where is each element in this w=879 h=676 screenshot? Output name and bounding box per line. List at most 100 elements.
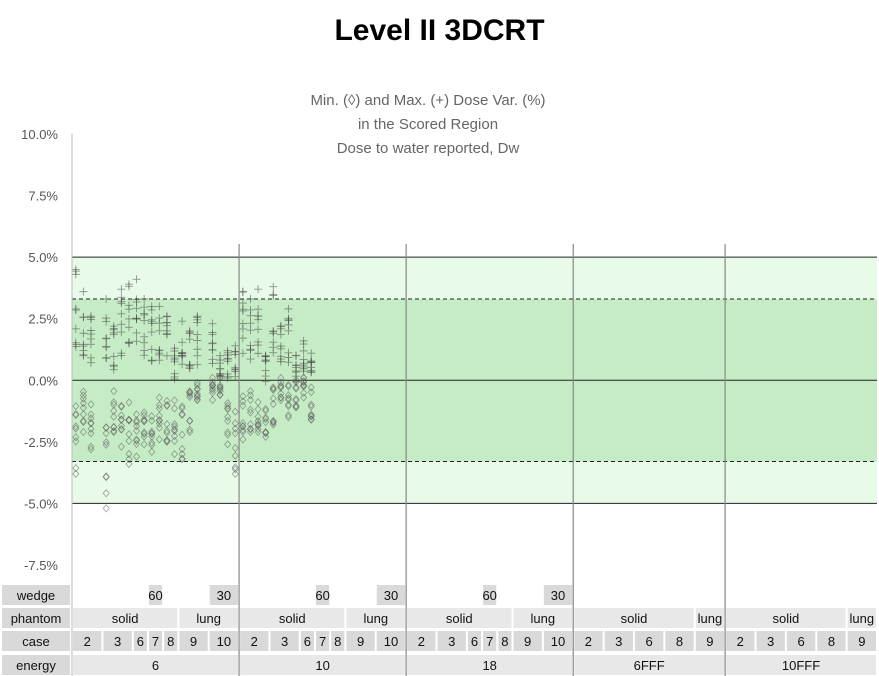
max-marker (102, 342, 111, 351)
max-marker (284, 348, 293, 357)
max-marker (124, 301, 133, 310)
phantom-label: solid (112, 611, 139, 626)
min-marker (246, 425, 254, 434)
wedge-cell (316, 585, 330, 605)
max-marker (193, 351, 202, 360)
row-label: phantom (11, 611, 62, 626)
y-tick-label: -2.5% (24, 435, 58, 450)
max-marker (109, 352, 118, 361)
case-cell (483, 631, 497, 651)
min-marker (140, 432, 148, 441)
max-marker (246, 295, 255, 304)
case-label: 6 (797, 634, 804, 649)
wedge-label: 30 (217, 588, 231, 603)
min-marker (133, 418, 141, 427)
case-cell (634, 631, 664, 651)
min-marker (110, 412, 118, 421)
min-marker (87, 410, 95, 419)
max-marker (147, 345, 156, 354)
min-marker (87, 400, 95, 409)
max-marker (155, 349, 164, 358)
max-marker (292, 361, 301, 370)
min-marker (284, 411, 292, 420)
case-cell (148, 631, 163, 651)
max-marker (102, 295, 111, 304)
case-cell (437, 631, 466, 651)
max-marker (193, 318, 202, 327)
phantom-cell (847, 608, 876, 628)
phantom-label: solid (279, 611, 306, 626)
min-marker (269, 417, 277, 426)
min-marker (140, 440, 148, 449)
max-marker (208, 319, 217, 328)
min-marker (239, 392, 247, 401)
min-marker (133, 452, 141, 461)
min-marker (284, 380, 292, 389)
min-marker (208, 384, 217, 393)
case-cell (817, 631, 846, 651)
min-marker (193, 381, 201, 390)
min-marker (87, 442, 95, 451)
case-label: 9 (858, 634, 865, 649)
energy-separators (71, 134, 726, 676)
max-marker (284, 326, 293, 335)
min-marker (125, 398, 133, 407)
min-marker (148, 432, 156, 441)
min-marker (72, 463, 80, 473)
max-marker (124, 323, 133, 332)
case-label: 2 (251, 634, 258, 649)
min-marker (292, 384, 300, 393)
max-marker (185, 328, 194, 337)
max-marker (162, 351, 171, 360)
min-marker (110, 400, 118, 409)
max-marker (178, 338, 187, 347)
max-marker (117, 328, 126, 337)
min-marker (239, 401, 247, 410)
chart-title-line: Dose to water reported, Dw (337, 140, 520, 157)
min-marker (231, 463, 239, 472)
min-marker (246, 405, 254, 414)
chart-title: Min. (◊) and Max. (+) Dose Var. (%) in th… (310, 92, 545, 157)
case-cell (316, 631, 330, 651)
min-marker (102, 423, 110, 432)
max-marker (284, 304, 293, 313)
min-marker (163, 437, 171, 446)
min-marker (193, 392, 201, 402)
case-cell (407, 631, 436, 651)
min-marker (186, 387, 194, 396)
row-label: wedge (16, 588, 55, 603)
max-marker (155, 356, 164, 365)
min-marker (155, 423, 163, 432)
max-marker (109, 362, 118, 371)
min-marker (269, 416, 277, 426)
energy-label: 6FFF (634, 658, 665, 673)
min-marker (125, 436, 133, 446)
min-marker (125, 415, 133, 424)
case-label: 6 (471, 634, 478, 649)
min-marker (246, 386, 254, 396)
min-marker (193, 384, 201, 393)
min-marker (216, 381, 224, 390)
min-marker (292, 396, 300, 405)
energy-cell (574, 655, 725, 675)
max-marker (276, 344, 285, 353)
min-marker (307, 412, 315, 421)
min-marker (102, 504, 110, 513)
min-marker (140, 416, 148, 426)
max-marker (140, 346, 149, 355)
max-marker (261, 372, 270, 381)
wedge-label: 30 (551, 588, 565, 603)
min-marker (239, 397, 247, 406)
min-marker (208, 378, 217, 387)
max-marker (79, 313, 88, 322)
min-marker (117, 421, 125, 430)
min-marker (72, 401, 80, 411)
min-marker (284, 391, 292, 400)
max-marker (79, 329, 88, 338)
case-cell (786, 631, 816, 651)
min-marker (170, 431, 179, 441)
case-label: 2 (418, 634, 425, 649)
case-cell (133, 631, 147, 651)
max-marker (216, 372, 225, 381)
